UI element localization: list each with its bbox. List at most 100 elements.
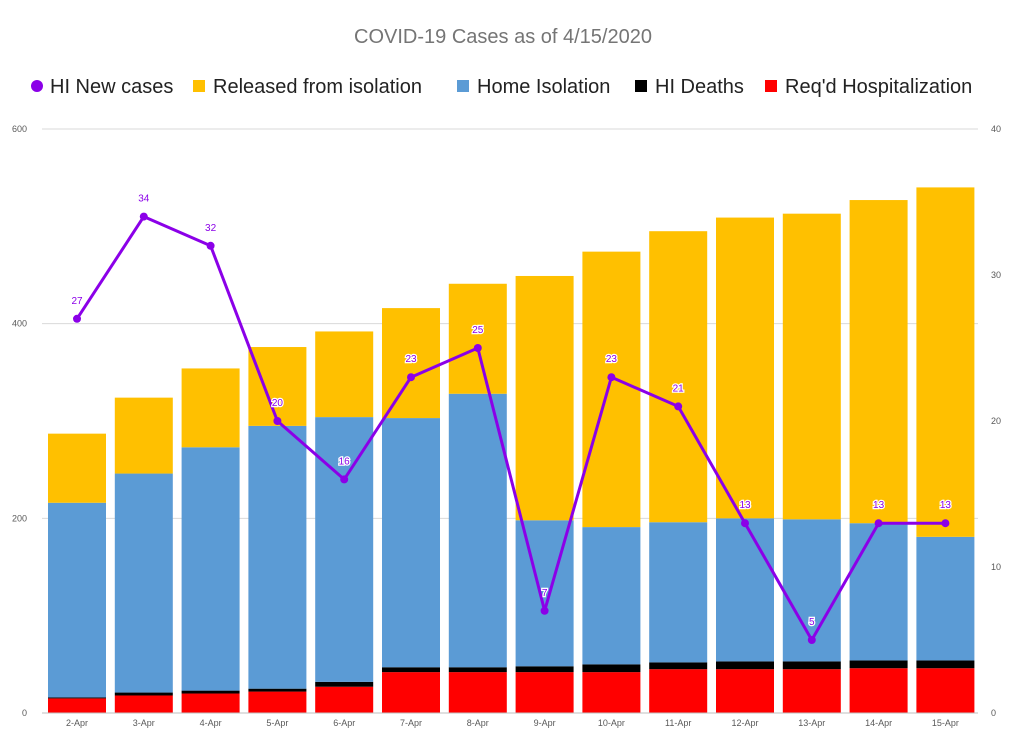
legend-marker-square — [765, 80, 777, 92]
bar-released-from-isolation — [916, 187, 975, 537]
bar-hi-deaths — [48, 697, 106, 699]
bar-released-from-isolation — [582, 251, 641, 528]
new-cases-point — [674, 402, 683, 411]
new-cases-data-label: 13 — [940, 500, 952, 511]
bar-req-d-hospitalization — [382, 672, 440, 713]
chart-title: COVID-19 Cases as of 4/15/2020 — [354, 26, 652, 48]
x-tick-label: 5-Apr — [266, 718, 288, 728]
new-cases-data-label: 16 — [339, 456, 351, 467]
legend-label: HI New cases — [50, 76, 173, 98]
new-cases-data-label: 13 — [873, 500, 885, 511]
new-cases-data-label: 13 — [739, 500, 751, 511]
new-cases-line-group: 27 34 32 20 16 23 25 7 23 21 13 5 13 13 — [70, 192, 953, 644]
bar-req-d-hospitalization — [782, 669, 841, 713]
new-cases-data-label: 23 — [405, 354, 417, 365]
x-tick-label: 13-Apr — [798, 718, 825, 728]
bar-req-d-hospitalization — [248, 691, 307, 713]
y-right-tick-label: 20 — [991, 416, 1001, 426]
bar-home-isolation — [849, 523, 908, 661]
new-cases-point — [139, 212, 148, 221]
legend-marker-square — [635, 80, 647, 92]
bar-released-from-isolation — [849, 200, 908, 524]
bar-home-isolation — [114, 473, 173, 693]
bar-req-d-hospitalization — [649, 669, 708, 713]
bar-hi-deaths — [248, 688, 307, 692]
bar-hi-deaths — [515, 666, 574, 673]
x-tick-label: 9-Apr — [534, 718, 556, 728]
new-cases-point — [941, 519, 950, 528]
bar-hi-deaths — [382, 667, 440, 673]
new-cases-point — [340, 475, 349, 484]
y-left-tick-label: 0 — [22, 708, 27, 718]
bar-home-isolation — [248, 425, 307, 689]
bar-hi-deaths — [649, 662, 708, 670]
new-cases-data-label: 20 — [272, 398, 284, 409]
bar-req-d-hospitalization — [315, 686, 374, 713]
y-right-tick-label: 10 — [991, 562, 1001, 572]
new-cases-point — [407, 373, 415, 382]
x-tick-label: 6-Apr — [333, 718, 355, 728]
new-cases-point — [273, 417, 282, 425]
bar-home-isolation — [382, 418, 440, 668]
bar-req-d-hospitalization — [716, 669, 774, 713]
legend-label: Home Isolation — [477, 76, 610, 98]
legend-label: HI Deaths — [655, 76, 744, 98]
bar-req-d-hospitalization — [448, 672, 507, 713]
bar-req-d-hospitalization — [916, 668, 975, 713]
bar-released-from-isolation — [382, 308, 440, 419]
bar-released-from-isolation — [315, 331, 374, 418]
bar-hi-deaths — [582, 664, 641, 673]
bar-hi-deaths — [782, 661, 841, 670]
x-tick-label: 15-Apr — [932, 718, 959, 728]
bar-hi-deaths — [181, 690, 240, 694]
x-tick-label: 8-Apr — [467, 718, 489, 728]
new-cases-point — [540, 606, 549, 615]
bar-released-from-isolation — [649, 231, 708, 523]
y-right-tick-label: 40 — [991, 124, 1001, 134]
new-cases-data-label: 32 — [205, 223, 217, 234]
x-tick-label: 7-Apr — [400, 718, 422, 728]
legend-marker-circle — [31, 80, 43, 92]
bar-released-from-isolation — [448, 283, 507, 394]
bar-req-d-hospitalization — [114, 695, 173, 713]
legend-label: Req'd Hospitalization — [785, 76, 972, 98]
legend-label: Released from isolation — [213, 76, 422, 98]
bar-released-from-isolation — [248, 347, 307, 426]
axes: 0 200 400 600 0 10 20 30 40 2-Apr 3-Apr 4-Apr 5-Apr 6… — [12, 124, 1001, 728]
bar-hi-deaths — [315, 681, 374, 687]
new-cases-point — [807, 636, 816, 644]
x-tick-label: 4-Apr — [200, 718, 222, 728]
bar-req-d-hospitalization — [849, 668, 908, 713]
bar-hi-deaths — [716, 661, 774, 670]
new-cases-data-label: 23 — [606, 354, 618, 365]
bar-home-isolation — [582, 527, 641, 665]
bar-home-isolation — [448, 393, 507, 668]
x-tick-label: 10-Apr — [598, 718, 625, 728]
bar-hi-deaths — [114, 692, 173, 696]
y-right-tick-label: 30 — [991, 270, 1001, 280]
x-tick-label: 14-Apr — [865, 718, 892, 728]
bar-released-from-isolation — [114, 397, 173, 474]
x-tick-label: 3-Apr — [133, 718, 155, 728]
x-tick-label: 11-Apr — [665, 718, 691, 728]
new-cases-point — [741, 519, 749, 528]
new-cases-point — [473, 344, 482, 352]
bar-req-d-hospitalization — [181, 693, 240, 713]
legend-marker-square — [193, 80, 205, 92]
new-cases-point — [607, 373, 616, 382]
y-right-tick-label: 0 — [991, 708, 996, 718]
new-cases-data-label: 25 — [472, 325, 484, 336]
bar-req-d-hospitalization — [582, 672, 641, 713]
bar-hi-deaths — [916, 660, 975, 669]
bar-hi-deaths — [849, 660, 908, 669]
bar-home-isolation — [181, 447, 240, 691]
new-cases-point — [874, 519, 883, 528]
bar-home-isolation — [649, 522, 708, 663]
new-cases-data-label: 7 — [542, 588, 548, 599]
x-tick-label: 2-Apr — [66, 718, 88, 728]
new-cases-point — [206, 241, 215, 250]
bar-req-d-hospitalization — [515, 672, 574, 713]
y-left-tick-label: 400 — [12, 319, 27, 329]
legend-marker-square — [457, 80, 469, 92]
